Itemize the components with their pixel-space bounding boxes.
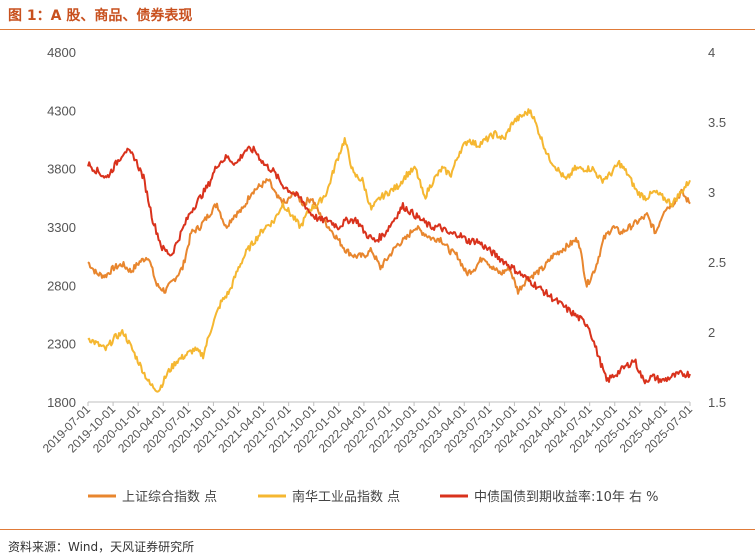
left-y-tick-label: 4800 — [47, 45, 76, 60]
left-y-axis: 1800 2300 2800 3300 3800 4300 4800 — [47, 45, 76, 410]
legend-label-2: 南华工业品指数 点 — [292, 489, 400, 505]
footer-divider — [0, 529, 755, 530]
legend-label-3: 中债国债到期收益率:10年 右 % — [474, 489, 659, 505]
figure-title: 图 1：A 股、商品、债券表现 — [8, 8, 193, 24]
legend-label-1: 上证综合指数 点 — [122, 490, 217, 505]
line-chart: 1800 2300 2800 3300 3800 4300 4800 1.5 2 2.5 3 3.5… — [40, 45, 726, 505]
right-y-tick-label: 3 — [708, 185, 715, 200]
x-axis: 2019-07-012019-10-012020-01-012020-04-01… — [40, 401, 695, 456]
left-y-tick-label: 3300 — [47, 220, 76, 235]
left-y-tick-label: 4300 — [47, 103, 76, 118]
left-y-tick-label: 1800 — [47, 395, 76, 410]
series-line-3 — [87, 145, 691, 385]
right-y-tick-label: 2 — [708, 325, 715, 340]
title-divider — [0, 29, 755, 30]
legend: 上证综合指数 点 南华工业品指数 点 中债国债到期收益率:10年 右 % — [88, 489, 659, 505]
right-y-tick-label: 1.5 — [708, 395, 726, 410]
right-y-tick-label: 4 — [708, 45, 715, 60]
series-line-1 — [87, 178, 691, 295]
series-line-2 — [87, 108, 691, 393]
source-note: 资料来源：Wind，天风证券研究所 — [8, 540, 195, 554]
right-y-tick-label: 3.5 — [708, 115, 726, 130]
right-y-tick-label: 2.5 — [708, 255, 726, 270]
plot-area — [87, 108, 691, 393]
left-y-tick-label: 2800 — [47, 278, 76, 293]
left-y-tick-label: 2300 — [47, 337, 76, 352]
right-y-axis: 1.5 2 2.5 3 3.5 4 — [708, 45, 726, 410]
left-y-tick-label: 3800 — [47, 162, 76, 177]
